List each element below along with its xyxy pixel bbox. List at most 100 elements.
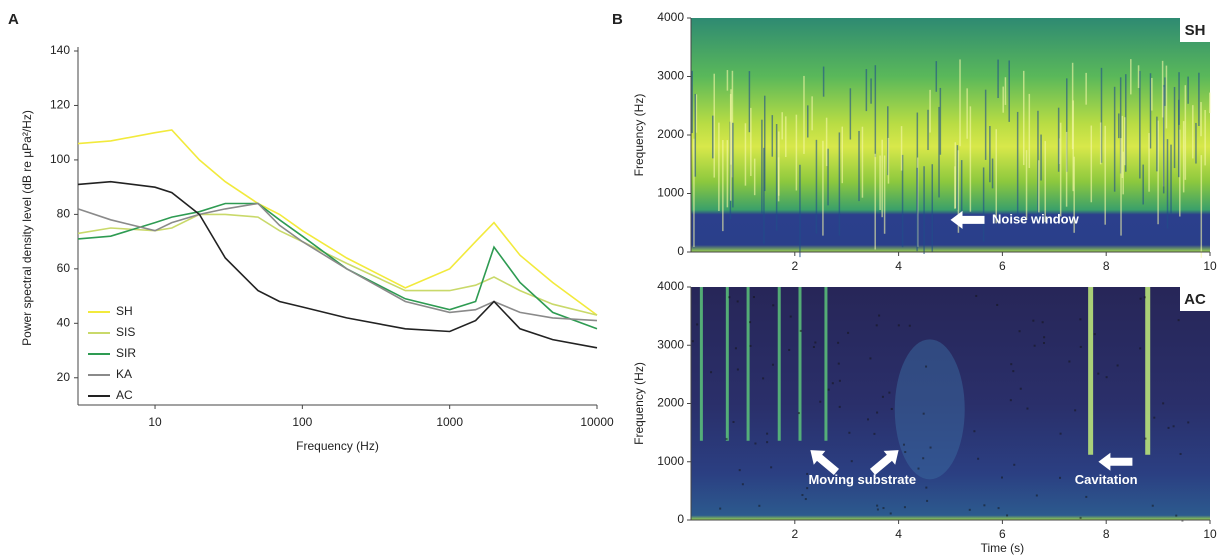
spectrogram-streak xyxy=(744,123,747,186)
spectrogram-tag: SH xyxy=(1185,22,1206,39)
spectrogram-streak xyxy=(858,130,860,202)
legend-label: KA xyxy=(116,367,132,381)
spectrogram-speck xyxy=(1059,476,1062,479)
spectrogram-speck xyxy=(888,391,891,394)
x-tick-label: 100 xyxy=(292,415,312,429)
spectrogram-streak xyxy=(1122,151,1124,195)
spectrogram-speck xyxy=(758,504,761,507)
spectrogram-streak xyxy=(730,89,732,165)
spectrogram-streak xyxy=(1184,85,1187,180)
spectrogram-speck xyxy=(1124,482,1127,485)
spectrogram-streak xyxy=(1198,72,1200,126)
spectrogram-speck xyxy=(770,466,773,469)
spectrogram-streak xyxy=(984,89,987,160)
spectrogram-speck xyxy=(810,475,813,478)
spectrogram-speck xyxy=(1079,516,1082,519)
spectrogram-streak xyxy=(785,116,787,157)
spectrogram-speck xyxy=(1018,330,1021,333)
x-tick-label: 10000 xyxy=(580,415,614,429)
spectrogram-streak xyxy=(1161,60,1164,118)
spectrogram-speck xyxy=(903,506,906,509)
spectrogram-streak xyxy=(959,59,961,147)
spectrogram-speck xyxy=(766,441,769,444)
spectrogram-speck xyxy=(1043,342,1046,345)
spectrogram-speck xyxy=(1013,463,1016,466)
annotation: Noise window xyxy=(992,211,1080,226)
spectrogram-speck xyxy=(752,296,755,299)
spectrogram-speck xyxy=(873,432,876,435)
spectrogram-streak xyxy=(956,145,959,210)
spectrogram-streak xyxy=(726,140,729,208)
spectrogram-streak xyxy=(1085,72,1087,105)
spectrogram-speck xyxy=(897,324,900,327)
spectrogram-speck xyxy=(1032,319,1035,322)
spectrogram-speck xyxy=(1033,344,1036,347)
spectrogram-speck xyxy=(814,341,817,344)
spectrogram-streak xyxy=(1187,76,1189,104)
x-tick-label: 8 xyxy=(1103,259,1110,273)
spectrogram-streak xyxy=(725,287,729,441)
spectrogram-streak xyxy=(1008,60,1010,122)
spectrogram-streak xyxy=(957,150,960,233)
panel-label: A xyxy=(8,11,19,28)
spectrogram-speck xyxy=(1026,407,1029,410)
y-axis-label: Power spectral density level (dB re µPa²… xyxy=(20,110,34,346)
spectrogram-streak xyxy=(1022,70,1025,166)
arrow xyxy=(810,450,839,476)
spectrogram-streak xyxy=(938,106,940,198)
spectrogram-speck xyxy=(806,487,809,490)
spectrogram-streak xyxy=(939,87,942,155)
spectrogram-speck xyxy=(1000,476,1003,479)
spectrogram-streak xyxy=(1130,59,1132,95)
spectrogram-streak xyxy=(1124,117,1126,166)
spectrogram-streak xyxy=(1142,164,1144,205)
x-tick-label: 2 xyxy=(791,259,798,273)
spectrogram-streak xyxy=(1028,93,1031,169)
spectrogram-streak xyxy=(1057,107,1060,172)
spectrogram-streak xyxy=(775,124,778,231)
spectrogram-streak xyxy=(799,164,801,258)
x-axis-label: Time (s) xyxy=(981,541,1025,555)
spectrogram-speck xyxy=(1177,319,1180,322)
arrow-shape xyxy=(869,450,899,476)
spectrogram-streak xyxy=(1166,139,1169,229)
spectrogram-streak xyxy=(935,61,938,92)
y-tick-label: 1000 xyxy=(657,454,684,468)
spectrogram-speck xyxy=(904,451,907,454)
spectrogram-streak xyxy=(841,126,844,184)
spectrogram-streak xyxy=(1170,144,1172,214)
spectrogram-streak xyxy=(1192,105,1194,159)
spectrogram-streak xyxy=(1178,72,1180,125)
y-tick-label: 120 xyxy=(50,98,70,112)
spectrogram-streak xyxy=(1195,122,1197,164)
spectrogram-speck xyxy=(925,365,928,368)
spectrogram-speck xyxy=(1043,336,1046,339)
spectrogram-speck xyxy=(819,400,822,403)
annotation: Cavitation xyxy=(1075,472,1138,487)
spectrogram-speck xyxy=(797,412,800,415)
spectrogram-streak xyxy=(726,70,729,91)
spectrogram-speck xyxy=(806,472,809,475)
spectrogram-streak xyxy=(795,114,798,191)
spectrogram-streak xyxy=(1151,77,1153,111)
spectrogram-streak xyxy=(1148,133,1150,192)
spectrogram-speck xyxy=(908,324,911,327)
y-tick-label: 100 xyxy=(50,152,70,166)
spectrogram-speck xyxy=(772,304,775,307)
spectrogram-speck xyxy=(812,345,815,348)
spectrogram-blob xyxy=(894,339,965,480)
spectrogram-streak xyxy=(1118,113,1120,139)
y-tick-label: 3000 xyxy=(657,337,684,351)
spectrogram-streak xyxy=(1177,99,1180,178)
y-tick-label: 60 xyxy=(57,261,71,275)
spectrogram-streak xyxy=(1137,65,1140,89)
spectrogram-streak xyxy=(929,89,931,133)
x-tick-label: 6 xyxy=(999,259,1006,273)
spectrogram-speck xyxy=(917,467,920,470)
spectrogram-streak xyxy=(695,94,698,133)
spectrogram-speck xyxy=(902,443,905,446)
spectrogram-speck xyxy=(922,412,925,415)
spectrogram-streak xyxy=(901,154,904,248)
spectrogram-streak xyxy=(861,126,864,198)
